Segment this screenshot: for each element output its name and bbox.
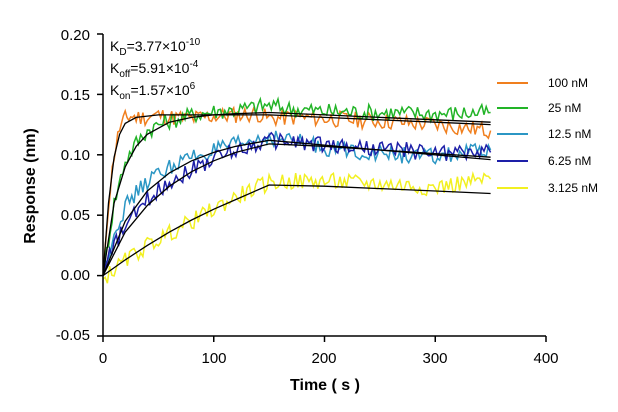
fit-line — [102, 114, 491, 276]
legend-label-6-25nm: 6.25 nM — [548, 154, 591, 168]
legend-label-100nm: 100 nM — [548, 76, 588, 90]
y-tick-label: 0.10 — [61, 147, 90, 164]
fit-line — [102, 111, 491, 276]
x-tick-label: 200 — [311, 350, 336, 367]
x-axis-title: Time ( s ) — [290, 377, 360, 394]
y-tick-label: 0.00 — [61, 267, 90, 284]
x-tick-label: 100 — [201, 350, 226, 367]
y-tick-label: 0.20 — [61, 27, 90, 44]
kon-annotation: Kon=1.57×106 — [110, 81, 196, 102]
fit-line — [102, 184, 491, 277]
fit-line — [102, 143, 491, 276]
legend-label-3-125nm: 3.125 nM — [548, 181, 598, 195]
series-line — [102, 96, 491, 276]
series-line — [102, 105, 492, 276]
x-tick-label: 400 — [533, 350, 558, 367]
x-tick-label: 0 — [99, 350, 107, 367]
koff-annotation: Koff=5.91×10-4 — [110, 59, 199, 80]
series-line — [102, 170, 492, 284]
x-tick-label: 300 — [422, 350, 447, 367]
axis-ticks — [97, 33, 547, 342]
y-axis-title: Response (nm) — [22, 128, 39, 244]
legend: 100 nM 25 nM 12.5 nM 6.25 nM 3.125 nM — [497, 76, 598, 195]
y-tick-label: 0.15 — [61, 87, 90, 104]
fit-layer — [102, 111, 491, 277]
y-tick-label: 0.05 — [61, 207, 90, 224]
legend-label-12-5nm: 12.5 nM — [548, 127, 591, 141]
kd-annotation: KD=3.77×10-10 — [110, 37, 201, 58]
y-tick-label: -0.05 — [56, 327, 90, 344]
legend-label-25nm: 25 nM — [548, 101, 581, 115]
series-line — [102, 130, 492, 270]
